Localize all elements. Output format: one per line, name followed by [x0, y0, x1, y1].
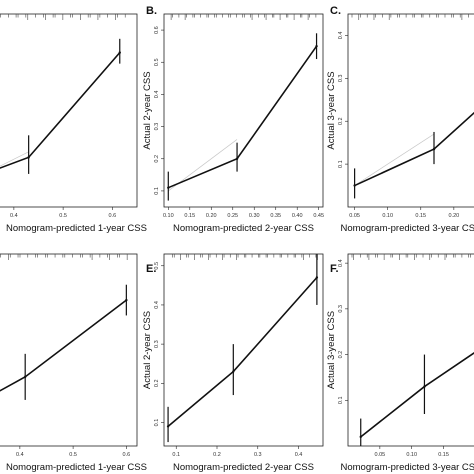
x-tick-label: 0.4 — [295, 452, 303, 458]
panel-e: 0.1 0.2 0.3 0.4 0.1 0.2 0.3 0.4 0.5 Nomogram-pred… — [142, 253, 324, 473]
x-tick-label: 0.15 — [415, 213, 426, 219]
x-tick-label: 0.20 — [448, 213, 459, 219]
y-tick-label: 0.2 — [338, 117, 344, 125]
y-tick-label: 0.5 — [154, 58, 160, 66]
calibration-point — [23, 375, 27, 379]
x-axis-label: Nomogram-predicted 2-year CSS — [173, 223, 314, 234]
plot-frame — [347, 13, 474, 208]
rug-marks — [351, 14, 469, 20]
x-tick-label: 0.15 — [438, 452, 449, 458]
calibration-line — [360, 352, 474, 438]
calibration-point — [359, 435, 362, 439]
y-axis-label: Actual 3-year CSS — [326, 311, 337, 389]
rug-marks — [172, 254, 318, 260]
calibration-line — [354, 111, 474, 187]
rug-marks — [0, 254, 128, 260]
y-tick-label: 0.1 — [154, 187, 160, 195]
x-axis-label: Nomogram-predicted 1-year CSS — [6, 223, 147, 234]
x-tick-label: 0.05 — [374, 452, 385, 458]
x-tick-label: 0.6 — [123, 452, 131, 458]
x-tick-label: 0.20 — [206, 213, 217, 219]
calibration-line — [0, 52, 121, 169]
rug-marks — [351, 254, 471, 260]
x-axis-label: Nomogram-predicted 3-year CSS — [341, 223, 474, 234]
calibration-point — [166, 425, 170, 428]
x-tick-label: 0.05 — [349, 213, 360, 219]
x-tick-label: 0.10 — [382, 213, 393, 219]
ideal-line — [354, 133, 435, 186]
calibration-point — [353, 184, 356, 187]
x-tick-label: 0.5 — [59, 213, 67, 219]
x-tick-label: 0.1 — [172, 452, 180, 458]
x-tick-label: 0.10 — [163, 213, 174, 219]
y-tick-label: 0.3 — [338, 75, 344, 83]
y-tick-label: 0.2 — [154, 379, 160, 387]
calibration-line — [167, 45, 318, 189]
y-tick-label: 0.4 — [338, 259, 344, 267]
panel-c: 0.05 0.10 0.15 0.20 0.1 0.2 0.3 0.4 Nomogram-pre… — [326, 5, 474, 234]
calibration-line — [167, 276, 318, 428]
x-tick-label: 0.5 — [69, 452, 77, 458]
y-tick-label: 0.1 — [338, 160, 344, 168]
y-tick-label: 0.5 — [154, 262, 160, 270]
x-tick-label: 0.40 — [292, 213, 303, 219]
calibration-point — [315, 44, 318, 48]
calibration-point — [118, 51, 121, 54]
x-tick-label: 0.4 — [16, 452, 24, 458]
y-tick-label: 0.2 — [154, 155, 160, 163]
panel-letter: F. — [330, 263, 339, 275]
calibration-line — [0, 299, 127, 392]
y-axis-label: Actual 2-year CSS — [142, 71, 153, 149]
y-tick-label: 0.4 — [338, 32, 344, 40]
x-axis-label: Nomogram-predicted 2-year CSS — [173, 462, 314, 473]
plot-frame — [347, 253, 474, 447]
x-tick-label: 0.3 — [254, 452, 262, 458]
y-tick-label: 0.4 — [154, 301, 160, 309]
x-tick-label: 0.45 — [313, 213, 324, 219]
plot-frame — [0, 13, 138, 208]
panel-b: 0.10 0.15 0.20 0.25 0.30 0.35 0.40 0.45 0.1 0.2 0.… — [142, 5, 324, 234]
calibration-point — [423, 385, 426, 388]
calibration-point — [27, 156, 30, 159]
plot-frame — [163, 253, 324, 447]
x-tick-label: 0.10 — [406, 452, 417, 458]
y-axis-label: Actual 3-year CSS — [326, 71, 337, 149]
x-tick-label: 0.35 — [270, 213, 281, 219]
plot-frame — [163, 13, 324, 208]
plot-frame — [0, 253, 138, 447]
rug-marks — [0, 14, 126, 20]
panel-letter: E. — [146, 263, 156, 275]
y-tick-label: 0.1 — [154, 419, 160, 427]
panel-letter: B. — [146, 5, 157, 17]
y-tick-label: 0.6 — [154, 26, 160, 34]
x-tick-label: 0.15 — [184, 213, 195, 219]
calibration-point — [232, 370, 235, 373]
y-tick-label: 0.1 — [338, 396, 344, 404]
calibration-point — [432, 147, 436, 151]
x-tick-label: 0.30 — [249, 213, 260, 219]
panel-letter: C. — [330, 5, 341, 17]
x-tick-label: 0.25 — [227, 213, 238, 219]
calibration-point — [315, 276, 319, 279]
panel-d: 0.4 0.5 0.6 Nomogram-predicted 1-year CSS — [0, 253, 147, 473]
calibration-point — [125, 298, 128, 302]
x-tick-label: 0.4 — [10, 213, 18, 219]
x-tick-label: 0.2 — [213, 452, 221, 458]
y-tick-label: 0.3 — [338, 305, 344, 313]
y-tick-label: 0.3 — [154, 340, 160, 348]
panel-a: 0.4 0.5 0.6 Nomogram-predicted 1-year CSS — [0, 13, 147, 234]
y-tick-label: 0.2 — [338, 351, 344, 359]
calibration-point — [235, 157, 239, 160]
y-axis-label: Actual 2-year CSS — [142, 311, 153, 389]
y-tick-label: 0.3 — [154, 123, 160, 131]
calibration-point — [167, 186, 170, 189]
x-axis-label: Nomogram-predicted 1-year CSS — [6, 462, 147, 473]
panel-f: 0.05 0.10 0.15 0.1 0.2 0.3 0.4 Nomogram-predict… — [326, 253, 474, 473]
x-tick-label: 0.6 — [109, 213, 117, 219]
x-axis-label: Nomogram-predicted 3-year CSS — [341, 462, 474, 473]
y-tick-label: 0.4 — [154, 91, 160, 99]
rug-marks — [170, 14, 317, 20]
ideal-line — [0, 151, 29, 167]
